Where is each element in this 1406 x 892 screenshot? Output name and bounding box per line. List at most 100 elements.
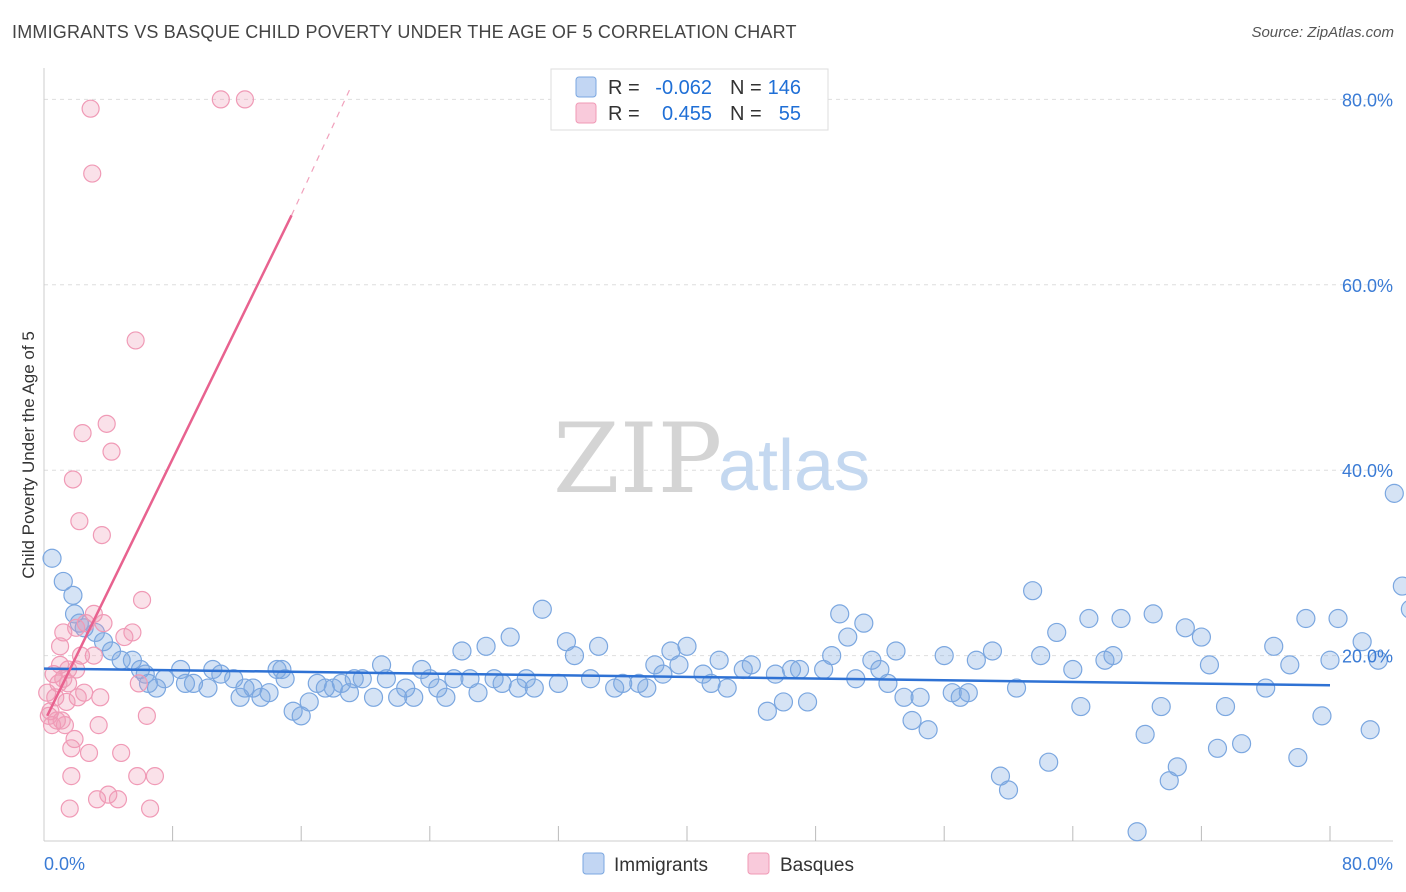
immigrants-point xyxy=(1071,696,1091,717)
immigrants-point xyxy=(154,669,175,689)
basques-point xyxy=(126,331,145,350)
axes xyxy=(43,68,1393,842)
immigrants-point xyxy=(757,701,777,721)
basques-point xyxy=(65,729,84,749)
immigrants-point xyxy=(1264,636,1284,656)
immigrants-r-value: -0.062 xyxy=(655,77,712,99)
watermark: ZIP atlas xyxy=(553,403,870,515)
basques-legend-swatch xyxy=(747,852,770,875)
immigrants-point xyxy=(588,636,609,656)
immigrants-point xyxy=(1207,738,1228,758)
basques-point xyxy=(87,790,107,809)
basques-point xyxy=(92,525,111,545)
basques-point xyxy=(70,512,89,531)
basques-point xyxy=(89,716,108,735)
basques-point xyxy=(57,692,76,712)
immigrants-point xyxy=(1400,600,1406,618)
immigrants-point xyxy=(42,548,62,568)
immigrants-point xyxy=(765,664,786,684)
y-tick-labels: 20.0% 40.0% 60.0% 80.0% xyxy=(1342,90,1393,666)
stats-legend-box xyxy=(550,68,829,131)
trend-lines xyxy=(43,89,1331,717)
immigrants-point xyxy=(1079,608,1099,629)
immigrants-point xyxy=(838,627,858,647)
immigrants-point xyxy=(1231,734,1252,754)
immigrants-point xyxy=(352,669,372,689)
basques-point xyxy=(129,674,148,693)
immigrants-point xyxy=(669,655,689,675)
immigrants-point xyxy=(1280,655,1300,675)
immigrants-point xyxy=(1143,604,1163,624)
immigrants-point xyxy=(653,664,673,684)
immigrants-point xyxy=(1312,706,1332,726)
immigrants-point xyxy=(1063,659,1083,680)
immigrants-point xyxy=(789,659,810,680)
basques-point xyxy=(99,785,118,804)
basques-point xyxy=(137,706,156,725)
immigrants-point xyxy=(894,687,914,707)
x-tick-label-min: 0.0% xyxy=(44,854,85,874)
immigrants-n-value: 146 xyxy=(768,77,801,99)
immigrants-point xyxy=(910,687,930,707)
y-tick-label: 20.0% xyxy=(1342,647,1393,667)
immigrants-point xyxy=(524,678,544,698)
immigrants-point xyxy=(1047,622,1067,643)
basques-point xyxy=(123,623,142,642)
immigrants-point xyxy=(1256,678,1276,698)
y-tick-label: 40.0% xyxy=(1342,461,1393,481)
basques-points xyxy=(38,90,255,818)
basques-n-label: N = xyxy=(730,103,762,125)
basques-r-value: 0.455 xyxy=(662,103,712,125)
immigrants-point xyxy=(183,673,204,694)
immigrants-point xyxy=(444,669,464,689)
immigrants-point xyxy=(1352,632,1372,652)
basques-point xyxy=(140,799,160,818)
basques-point xyxy=(132,590,152,610)
immigrants-point xyxy=(741,655,761,675)
y-tick-label: 80.0% xyxy=(1342,90,1393,110)
immigrants-point xyxy=(532,599,552,619)
immigrants-point xyxy=(958,683,978,703)
immigrants-point xyxy=(299,692,319,712)
immigrants-legend-label: Immigrants xyxy=(614,855,708,876)
basques-point xyxy=(102,442,121,461)
basques-trend-line xyxy=(46,214,293,717)
basques-point xyxy=(60,799,79,818)
immigrants-point xyxy=(1135,724,1155,744)
basques-legend-label: Basques xyxy=(780,855,854,876)
immigrants-trend-line xyxy=(43,667,1331,687)
basques-point xyxy=(145,767,165,786)
basques-point xyxy=(112,743,131,763)
immigrants-n-label: N = xyxy=(730,77,762,99)
immigrants-point xyxy=(797,692,818,712)
immigrants-point xyxy=(452,641,472,661)
immigrants-point xyxy=(1288,747,1308,768)
immigrants-point xyxy=(53,571,73,592)
immigrants-point xyxy=(886,641,906,661)
immigrants-point xyxy=(436,687,456,707)
immigrants-point xyxy=(275,669,295,689)
immigrants-point xyxy=(476,636,496,656)
immigrants-point xyxy=(548,673,569,694)
y-axis-label: Child Poverty Under the Age of 5 xyxy=(19,331,38,579)
immigrants-point xyxy=(235,678,255,698)
immigrants-point xyxy=(677,636,697,656)
basques-point xyxy=(108,790,128,809)
immigrants-point xyxy=(198,678,218,698)
basques-point xyxy=(128,767,147,786)
basques-point xyxy=(63,470,83,489)
basques-point xyxy=(50,637,70,656)
immigrants-point xyxy=(878,673,898,694)
immigrants-point xyxy=(854,613,874,633)
source-label: Source: ZipAtlas.com xyxy=(1251,24,1394,41)
immigrants-point xyxy=(230,687,250,707)
immigrants-point xyxy=(1175,618,1195,638)
immigrants-legend-swatch xyxy=(582,852,605,875)
immigrants-point xyxy=(363,687,384,707)
watermark-zip: ZIP xyxy=(553,403,722,515)
immigrants-point xyxy=(1151,696,1171,717)
basques-point xyxy=(75,683,94,702)
immigrants-point xyxy=(1031,645,1051,666)
immigrants-point xyxy=(1191,627,1212,647)
